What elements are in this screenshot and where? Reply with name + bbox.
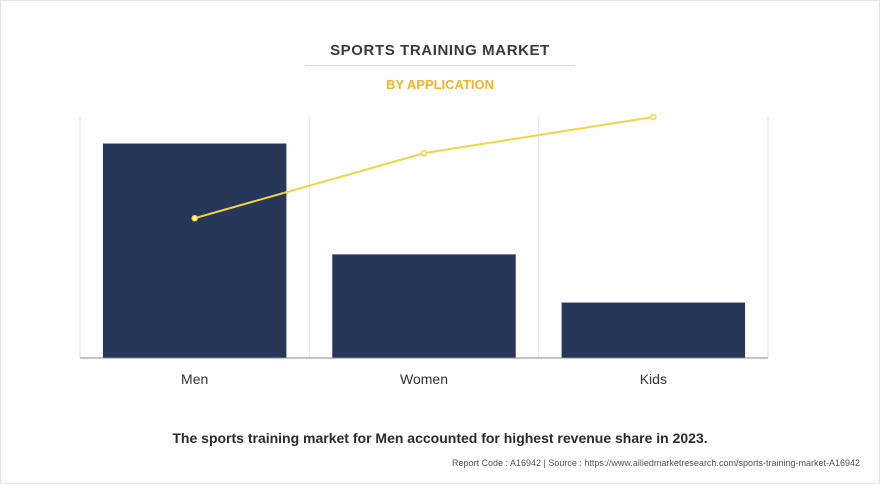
bar-men <box>102 143 287 358</box>
source-footer: Report Code : A16942 | Source : https://… <box>451 458 860 468</box>
line-point-men <box>191 214 198 222</box>
chart-subtitle: BY APPLICATION <box>385 77 495 92</box>
x-tick-label: Women <box>400 371 448 387</box>
x-tick-label: Kids <box>640 371 667 387</box>
chart-title: SPORTS TRAINING MARKET <box>330 42 550 59</box>
bar-kids <box>561 302 746 358</box>
line-point-kids <box>650 113 657 121</box>
bar-women <box>332 254 516 358</box>
x-tick-label: Men <box>181 371 208 387</box>
line-point-women <box>420 149 428 157</box>
title-divider <box>305 65 575 66</box>
chart-caption: The sports training market for Men accou… <box>172 430 708 446</box>
